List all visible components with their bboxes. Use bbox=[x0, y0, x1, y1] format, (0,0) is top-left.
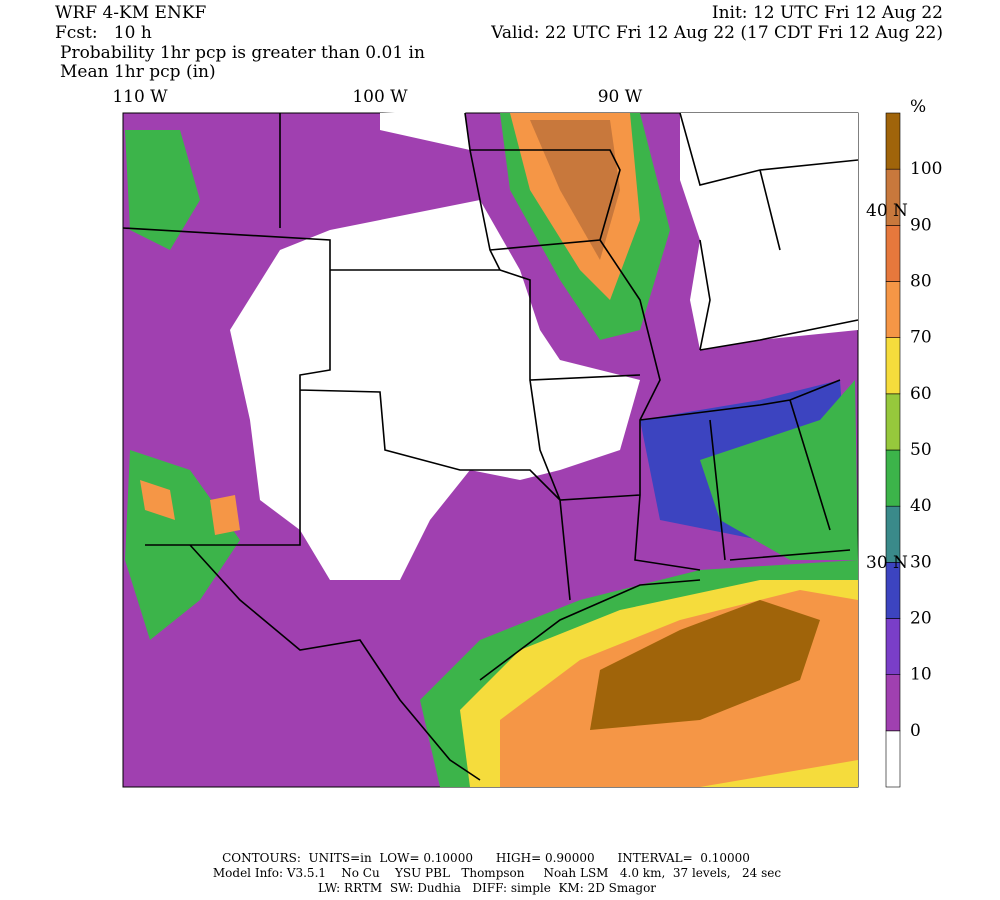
colorbar-band bbox=[885, 225, 901, 282]
longitude-label: 110 W bbox=[112, 87, 168, 107]
colorbar-label: 70 bbox=[910, 328, 932, 348]
colorbar-band bbox=[885, 674, 901, 732]
colorbar-label: 40 bbox=[910, 496, 932, 516]
colorbar-label: 20 bbox=[910, 609, 932, 629]
header-line: Mean 1hr pcp (in) bbox=[60, 62, 216, 82]
colorbar-label: 100 bbox=[910, 159, 942, 179]
colorbar-label: 0 bbox=[910, 721, 921, 741]
latitude-label: 40 N bbox=[866, 201, 908, 221]
header-line: Probability 1hr pcp is greater than 0.01… bbox=[60, 43, 425, 63]
colorbar-band bbox=[885, 281, 901, 338]
header-line: WRF 4-KM ENKF bbox=[55, 3, 207, 23]
colorbar-label: 80 bbox=[910, 272, 932, 292]
latitude-label: 30 N bbox=[866, 553, 908, 573]
colorbar-unit: % bbox=[910, 97, 926, 117]
colorbar-label: 30 bbox=[910, 552, 932, 572]
header-line: Valid: 22 UTC Fri 12 Aug 22 (17 CDT Fri … bbox=[490, 23, 943, 43]
colorbar-label: 10 bbox=[910, 665, 932, 685]
longitude-label: 90 W bbox=[598, 87, 643, 107]
footer-line: CONTOURS: UNITS=in LOW= 0.10000 HIGH= 0.… bbox=[222, 851, 750, 865]
colorbar-band bbox=[885, 449, 901, 507]
colorbar-label: 90 bbox=[910, 215, 932, 235]
colorbar-band bbox=[885, 393, 901, 451]
header-line: Init: 12 UTC Fri 12 Aug 22 bbox=[712, 3, 943, 23]
colorbar-label: 60 bbox=[910, 384, 932, 404]
footer-line: Model Info: V3.5.1 No Cu YSU PBL Thompso… bbox=[213, 866, 782, 880]
map bbox=[122, 110, 859, 788]
colorbar-band bbox=[885, 730, 901, 788]
colorbar-label: 50 bbox=[910, 440, 932, 460]
colorbar-band bbox=[885, 112, 901, 170]
footer-line: LW: RRTM SW: Dudhia DIFF: simple KM: 2D … bbox=[318, 881, 656, 895]
longitude-label: 100 W bbox=[352, 87, 408, 107]
colorbar: 0 10 20 30 40 50 60 70 80 90 100 bbox=[885, 112, 942, 788]
colorbar-band bbox=[885, 618, 901, 675]
colorbar-band bbox=[885, 337, 901, 395]
header-line: Fcst: 10 h bbox=[55, 23, 152, 43]
